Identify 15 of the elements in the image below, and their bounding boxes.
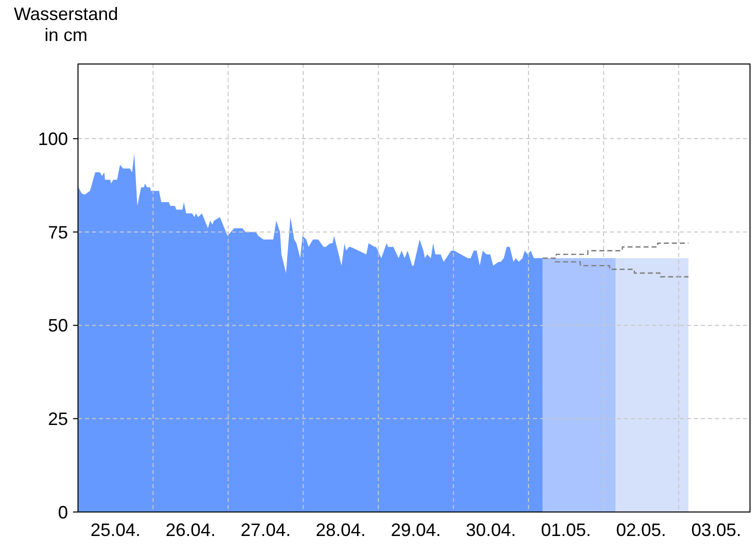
y-tick-label: 100 — [38, 128, 68, 149]
x-tick-label: 26.04. — [166, 520, 216, 540]
y-tick-label: 0 — [58, 502, 68, 522]
x-tick-label: 01.05. — [541, 520, 592, 540]
y-tick-label: 75 — [48, 222, 68, 242]
y-axis-title: Wasserstand in cm — [14, 4, 118, 45]
x-tick-label: 30.04. — [466, 520, 516, 540]
y-tick-label: 50 — [48, 316, 68, 336]
x-tick-label: 29.04. — [390, 520, 441, 540]
x-tick-label: 27.04. — [240, 520, 291, 540]
x-tick-label: 25.04. — [90, 520, 141, 540]
x-tick-label: 02.05. — [616, 520, 666, 540]
x-tick-label: 28.04. — [316, 520, 366, 540]
y-tick-label: 25 — [48, 408, 68, 429]
x-tick-label: 03.05. — [691, 520, 742, 540]
